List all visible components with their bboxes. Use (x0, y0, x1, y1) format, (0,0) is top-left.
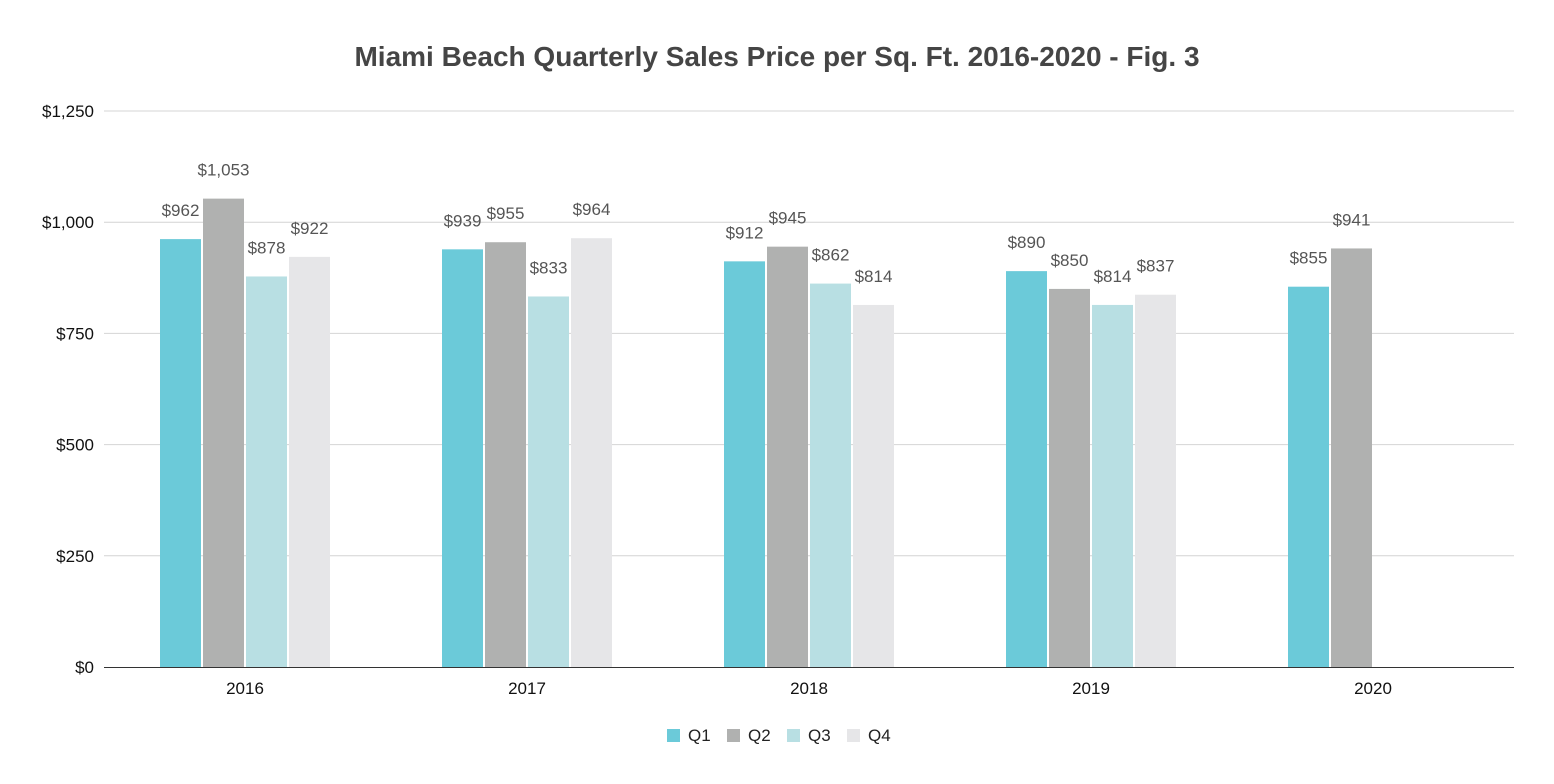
bar-q1-2017 (442, 249, 483, 667)
bar-q3-2016 (246, 276, 287, 667)
legend-item-q1[interactable]: Q1 (667, 726, 711, 745)
bar-q1-2019 (1006, 271, 1047, 667)
y-tick-label: $500 (56, 436, 94, 455)
x-axis: 2016 2017 2018 2019 2020 (104, 667, 1514, 698)
bar-q2-2020 (1331, 248, 1372, 667)
bar-q2-2019 (1049, 288, 1090, 667)
data-label: $850 (1051, 251, 1089, 270)
data-label: $962 (162, 201, 200, 220)
bar-q4-2019 (1135, 294, 1176, 667)
bars (160, 198, 1372, 667)
data-label: $890 (1008, 233, 1046, 252)
data-label: $855 (1290, 249, 1328, 268)
data-label: $945 (769, 209, 807, 228)
x-tick-label: 2017 (508, 679, 546, 698)
data-label: $912 (726, 223, 764, 242)
bar-q2-2017 (485, 242, 526, 667)
data-label: $964 (573, 200, 611, 219)
legend-swatch (667, 729, 680, 742)
data-label: $862 (812, 246, 850, 265)
x-tick-label: 2020 (1354, 679, 1392, 698)
y-tick-label: $1,250 (42, 102, 94, 121)
gridlines (104, 110, 1514, 557)
bar-q4-2017 (571, 238, 612, 667)
y-tick-label: $750 (56, 324, 94, 343)
data-label: $814 (1094, 267, 1132, 286)
x-tick-label: 2018 (790, 679, 828, 698)
bar-q3-2018 (810, 283, 851, 667)
y-tick-label: $0 (75, 658, 94, 677)
data-label: $833 (530, 258, 568, 277)
legend-swatch (847, 729, 860, 742)
legend-swatch (787, 729, 800, 742)
legend-label: Q2 (748, 726, 771, 745)
legend: Q1 Q2 Q3 Q4 (667, 726, 891, 745)
bar-q1-2016 (160, 239, 201, 667)
legend-item-q3[interactable]: Q3 (787, 726, 831, 745)
bar-q2-2018 (767, 246, 808, 667)
data-label: $814 (855, 267, 893, 286)
legend-item-q4[interactable]: Q4 (847, 726, 891, 745)
y-tick-label: $1,000 (42, 213, 94, 232)
data-label: $939 (444, 211, 482, 230)
bar-q1-2020 (1288, 286, 1329, 667)
data-label: $922 (291, 219, 329, 238)
bar-q2-2016 (203, 198, 244, 667)
y-axis: $0 $250 $500 $750 $1,000 $1,250 (42, 102, 94, 677)
data-label: $878 (248, 238, 286, 257)
bar-q3-2017 (528, 296, 569, 667)
legend-label: Q3 (808, 726, 831, 745)
legend-label: Q4 (868, 726, 891, 745)
data-label: $837 (1137, 257, 1175, 276)
data-label: $941 (1333, 210, 1371, 229)
bar-q4-2016 (289, 256, 330, 667)
data-label: $1,053 (198, 161, 250, 180)
x-tick-label: 2019 (1072, 679, 1110, 698)
chart-title: Miami Beach Quarterly Sales Price per Sq… (354, 41, 1199, 72)
x-tick-label: 2016 (226, 679, 264, 698)
legend-swatch (727, 729, 740, 742)
data-label: $955 (487, 204, 525, 223)
legend-item-q2[interactable]: Q2 (727, 726, 771, 745)
data-labels: $962 $1,053 $878 $922 $939 $955 $833 $964 $912 $9… (162, 161, 1371, 286)
legend-label: Q1 (688, 726, 711, 745)
y-tick-label: $250 (56, 547, 94, 566)
bar-q1-2018 (724, 261, 765, 667)
bar-q4-2018 (853, 304, 894, 667)
bar-q3-2019 (1092, 304, 1133, 667)
